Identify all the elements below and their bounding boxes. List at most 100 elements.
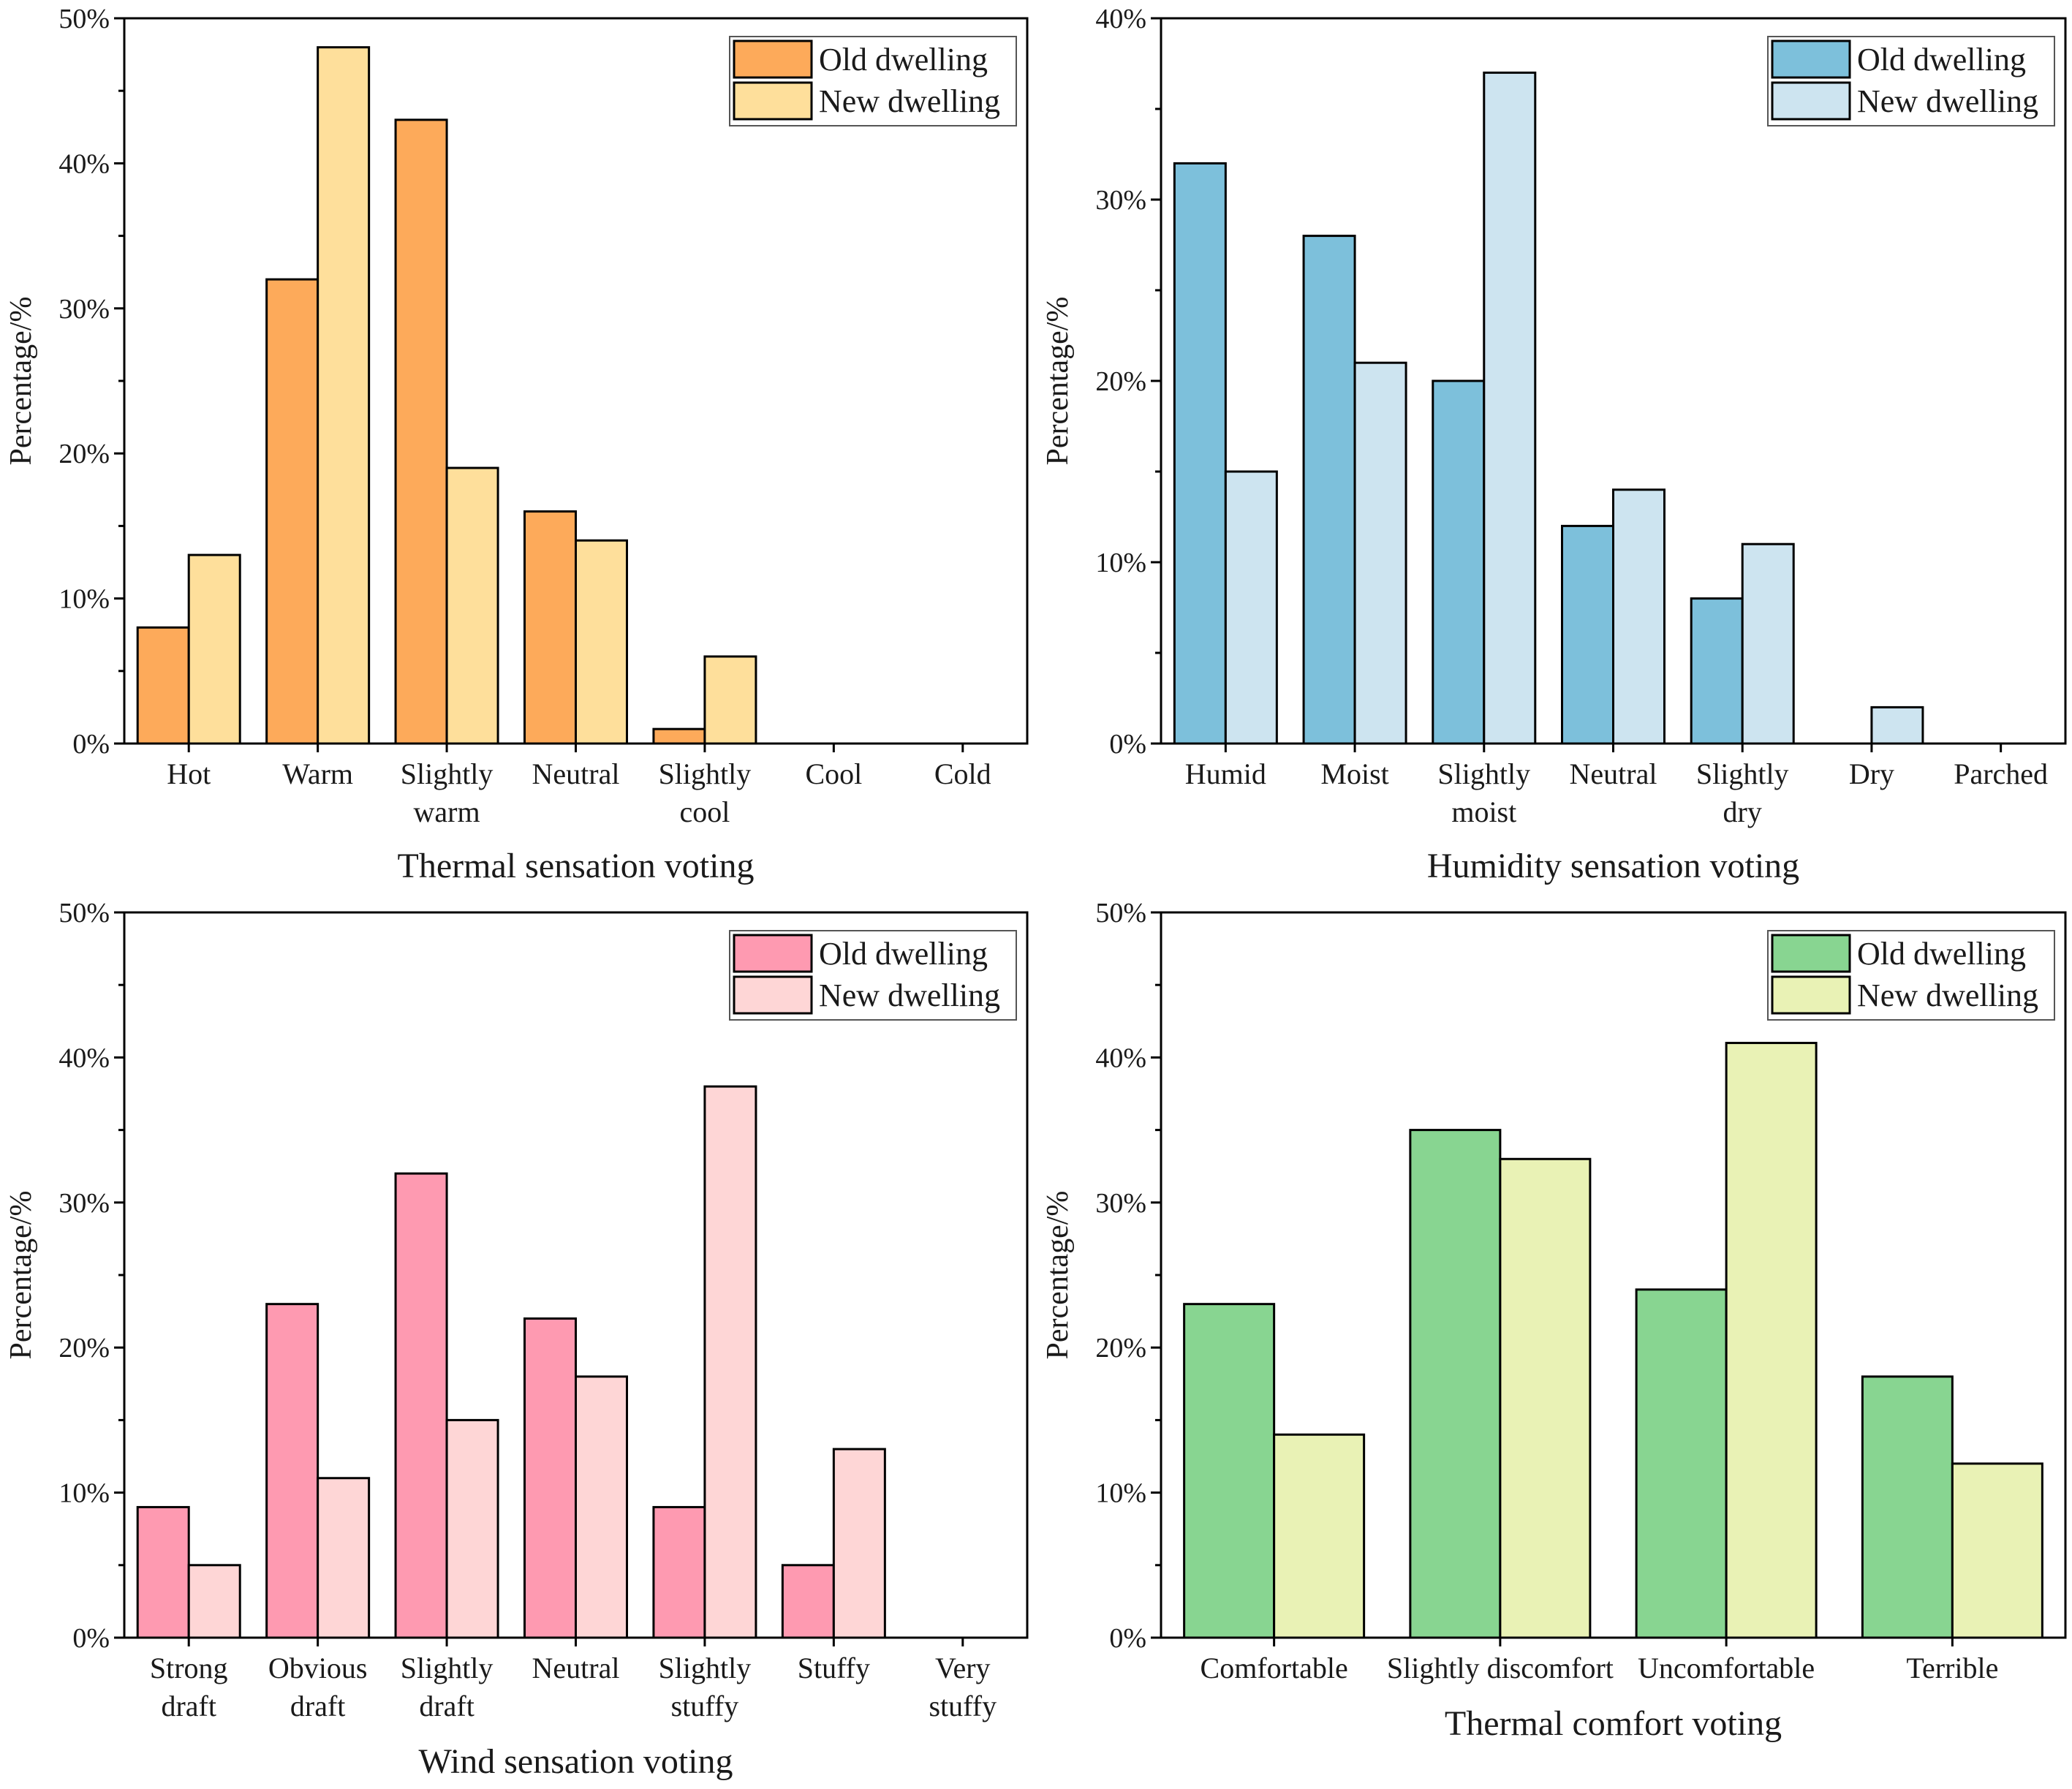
x-category-label: Obvious bbox=[268, 1652, 368, 1684]
bar-old-dwelling bbox=[1409, 1129, 1502, 1639]
legend: Old dwelling New dwelling bbox=[1767, 36, 2055, 126]
legend: Old dwelling New dwelling bbox=[729, 930, 1017, 1021]
chart-panel-1: 0% 10% 20% 30% 40% 50% Percentage/% Hot Warm Slig… bbox=[4, 4, 1029, 885]
x-category-label: Slightly bbox=[1437, 757, 1530, 790]
y-axis-title: Percentage/% bbox=[1041, 297, 1075, 466]
x-category-label: Parched bbox=[1954, 757, 2048, 790]
bar-old-dwelling bbox=[781, 1564, 835, 1639]
bar-old-dwelling bbox=[265, 278, 320, 745]
x-category-label: Warm bbox=[282, 757, 353, 790]
y-tick-label: 40% bbox=[1095, 1043, 1146, 1073]
y-tick-label: 50% bbox=[1095, 898, 1146, 928]
x-category-label: Slightly bbox=[659, 1652, 752, 1684]
legend-label: New dwelling bbox=[819, 83, 1000, 119]
legend-swatch bbox=[1771, 975, 1851, 1015]
legend-swatch bbox=[733, 934, 813, 973]
x-category-label: warm bbox=[414, 795, 480, 828]
x-category-label: stuffy bbox=[929, 1690, 997, 1722]
x-category-label: Neutral bbox=[1570, 757, 1657, 790]
x-category-label: Slightly bbox=[1696, 757, 1789, 790]
bar-new-dwelling bbox=[317, 46, 371, 745]
x-category-label: draft bbox=[161, 1690, 216, 1722]
x-axis-title: Thermal comfort voting bbox=[1445, 1704, 1782, 1743]
x-axis-title: Thermal sensation voting bbox=[398, 847, 755, 885]
x-category-label: cool bbox=[679, 795, 730, 828]
legend-label: Old dwelling bbox=[1857, 42, 2026, 77]
bar-old-dwelling bbox=[136, 1505, 190, 1639]
x-category-label: Slightly bbox=[401, 757, 494, 790]
x-category-label: Slightly discomfort bbox=[1387, 1652, 1614, 1684]
chart-panel-4: 0% 10% 20% 30% 40% 50% Percentage/% Comfortable… bbox=[1041, 898, 2067, 1743]
bar-new-dwelling bbox=[1353, 361, 1407, 745]
y-tick-label: 50% bbox=[58, 4, 110, 34]
bar-old-dwelling bbox=[652, 727, 706, 745]
chart-panel-3: 0% 10% 20% 30% 40% 50% Percentage/% Strong draft… bbox=[4, 898, 1029, 1781]
bar-new-dwelling bbox=[703, 1085, 757, 1639]
bar-new-dwelling bbox=[832, 1448, 886, 1639]
bar-new-dwelling bbox=[445, 466, 499, 745]
y-tick-label: 40% bbox=[58, 148, 110, 179]
y-tick-label: 0% bbox=[1109, 729, 1146, 760]
bar-new-dwelling bbox=[575, 1375, 628, 1639]
legend-swatch bbox=[1771, 81, 1851, 121]
y-tick-label: 20% bbox=[1095, 366, 1146, 397]
bar-new-dwelling bbox=[1951, 1462, 2043, 1639]
bar-old-dwelling bbox=[394, 118, 448, 745]
bar-old-dwelling bbox=[1302, 235, 1356, 745]
bar-new-dwelling bbox=[1273, 1433, 1366, 1639]
y-tick-label: 0% bbox=[1109, 1623, 1146, 1654]
x-category-label: Strong bbox=[150, 1652, 228, 1684]
x-category-label: Moist bbox=[1320, 757, 1388, 790]
legend-swatch bbox=[1771, 39, 1851, 79]
legend-label: Old dwelling bbox=[1857, 936, 2026, 972]
y-tick-label: 0% bbox=[72, 1623, 110, 1654]
legend-swatch bbox=[733, 975, 813, 1015]
y-tick-label: 50% bbox=[58, 898, 110, 928]
bar-old-dwelling bbox=[394, 1172, 448, 1639]
x-category-label: Hot bbox=[167, 757, 211, 790]
x-axis-title: Wind sensation voting bbox=[418, 1742, 733, 1781]
y-tick-label: 30% bbox=[58, 1188, 110, 1219]
y-tick-label: 40% bbox=[1095, 4, 1146, 34]
legend: Old dwelling New dwelling bbox=[729, 36, 1017, 126]
bar-new-dwelling bbox=[575, 539, 628, 745]
legend-label: New dwelling bbox=[1857, 977, 2038, 1013]
legend-swatch bbox=[733, 39, 813, 79]
x-category-label: draft bbox=[419, 1690, 474, 1722]
bar-old-dwelling bbox=[1690, 597, 1744, 745]
x-category-label: Slightly bbox=[659, 757, 752, 790]
x-category-label: stuffy bbox=[671, 1690, 739, 1722]
chart-panel-2: 0% 10% 20% 30% 40% Percentage/% Humid Moist Slig… bbox=[1041, 4, 2067, 885]
x-category-label: Cool bbox=[805, 757, 862, 790]
y-tick-label: 30% bbox=[1095, 185, 1146, 216]
y-tick-label: 10% bbox=[58, 1478, 110, 1509]
legend-label: Old dwelling bbox=[819, 936, 988, 972]
legend-label: New dwelling bbox=[1857, 83, 2038, 119]
y-axis-title: Percentage/% bbox=[4, 1191, 38, 1360]
legend-label: New dwelling bbox=[819, 977, 1000, 1013]
y-tick-label: 30% bbox=[1095, 1188, 1146, 1219]
x-category-label: Cold bbox=[934, 757, 991, 790]
x-category-label: Humid bbox=[1185, 757, 1266, 790]
x-category-label: dry bbox=[1723, 795, 1762, 828]
bar-new-dwelling bbox=[1725, 1042, 1818, 1639]
legend: Old dwelling New dwelling bbox=[1767, 930, 2055, 1021]
legend-swatch bbox=[733, 81, 813, 121]
y-tick-label: 0% bbox=[72, 729, 110, 760]
y-axis-title: Percentage/% bbox=[4, 297, 38, 466]
bar-new-dwelling bbox=[1612, 488, 1665, 745]
bar-new-dwelling bbox=[187, 1564, 241, 1639]
y-tick-label: 10% bbox=[1095, 1478, 1146, 1509]
bar-new-dwelling bbox=[317, 1477, 371, 1639]
bar-old-dwelling bbox=[265, 1303, 320, 1639]
x-category-label: moist bbox=[1451, 795, 1516, 828]
bar-new-dwelling bbox=[1870, 706, 1924, 745]
legend-label: Old dwelling bbox=[819, 42, 988, 77]
bar-new-dwelling bbox=[1499, 1157, 1592, 1639]
bar-old-dwelling bbox=[1861, 1375, 1954, 1639]
bar-old-dwelling bbox=[1173, 162, 1227, 745]
bar-new-dwelling bbox=[1483, 71, 1537, 745]
bar-old-dwelling bbox=[1183, 1303, 1276, 1639]
y-tick-label: 20% bbox=[1095, 1333, 1146, 1364]
